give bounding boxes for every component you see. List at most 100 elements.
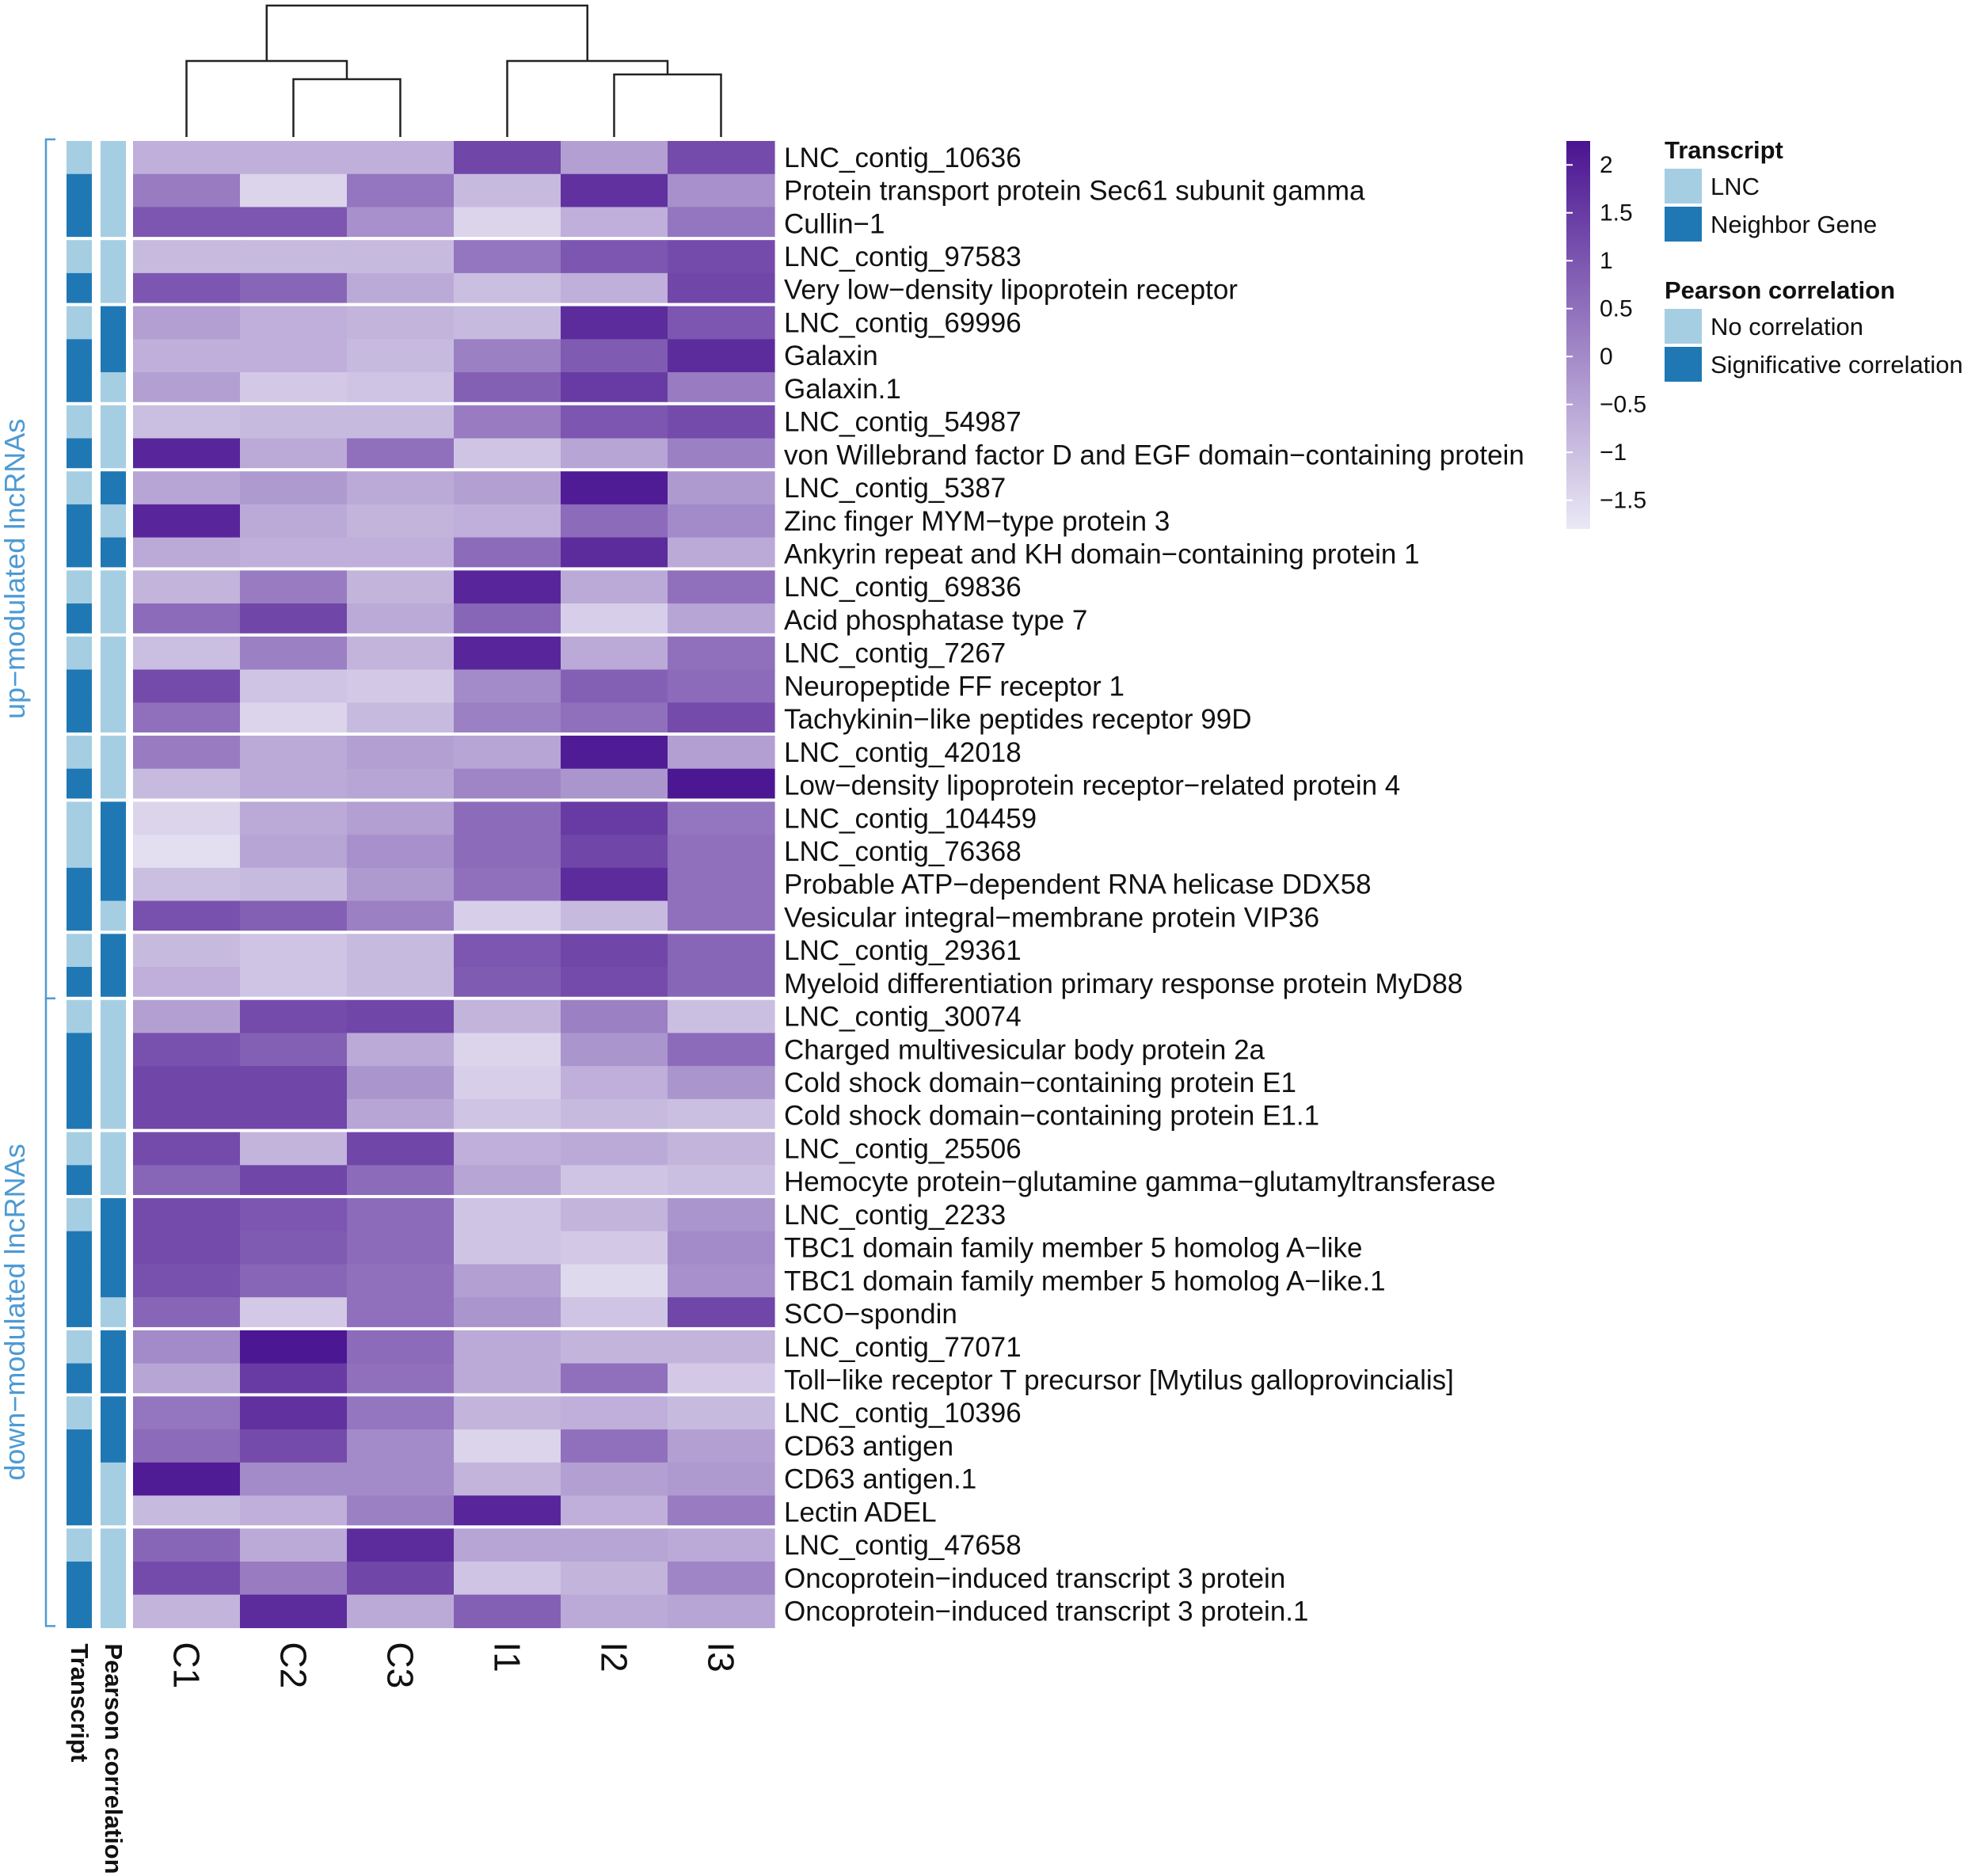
pearson-annotation-cell bbox=[101, 867, 126, 902]
heatmap-cell bbox=[561, 240, 668, 274]
heatmap-cell bbox=[668, 306, 775, 340]
row-label: Protein transport protein Sec61 subunit … bbox=[784, 176, 1365, 207]
pearson-annotation-cell bbox=[101, 735, 126, 770]
row-label: LNC_contig_76368 bbox=[784, 836, 1022, 867]
color-scale-tick-label: 1 bbox=[1600, 248, 1613, 274]
heatmap-cell bbox=[561, 900, 668, 931]
heatmap-cell bbox=[668, 636, 775, 671]
heatmap-cell bbox=[454, 636, 561, 671]
row-label: Cold shock domain−containing protein E1 bbox=[784, 1067, 1296, 1098]
heatmap-cell bbox=[561, 801, 668, 835]
heatmap-cell bbox=[454, 801, 561, 835]
heatmap-cell bbox=[454, 372, 561, 402]
heatmap-cell bbox=[561, 1495, 668, 1526]
heatmap-cell bbox=[133, 603, 241, 634]
row-label: CD63 antigen.1 bbox=[784, 1464, 976, 1495]
heatmap-cell bbox=[454, 306, 561, 340]
heatmap-cell bbox=[240, 967, 348, 997]
row-label: TBC1 domain family member 5 homolog A−li… bbox=[784, 1233, 1362, 1264]
heatmap-cell bbox=[454, 1594, 561, 1628]
row-label: LNC_contig_2233 bbox=[784, 1200, 1006, 1231]
dendrogram-branch bbox=[265, 4, 588, 61]
heatmap-cell bbox=[133, 1363, 241, 1394]
row-label: Zinc finger MYM−type protein 3 bbox=[784, 506, 1170, 537]
heatmap-cell bbox=[240, 570, 348, 604]
heatmap-cell bbox=[133, 967, 241, 997]
heatmap-cell bbox=[454, 768, 561, 799]
row-label: Probable ATP−dependent RNA helicase DDX5… bbox=[784, 870, 1372, 900]
heatmap-cell bbox=[240, 1165, 348, 1196]
transcript-annotation-cell bbox=[67, 1363, 92, 1394]
heatmap-cell bbox=[240, 1363, 348, 1394]
heatmap-cell bbox=[668, 1363, 775, 1394]
heatmap-cell bbox=[561, 1396, 668, 1430]
pearson-annotation-cell bbox=[101, 438, 126, 469]
row-label: LNC_contig_47658 bbox=[784, 1530, 1022, 1561]
pearson-annotation-cell bbox=[101, 1594, 126, 1628]
heatmap-cells bbox=[133, 141, 775, 1628]
heatmap-cell bbox=[347, 173, 455, 208]
heatmap-cell bbox=[454, 1363, 561, 1394]
heatmap-cell bbox=[561, 669, 668, 703]
legend-swatch bbox=[1665, 347, 1702, 382]
row-label: LNC_contig_10636 bbox=[784, 143, 1022, 173]
heatmap-cell bbox=[668, 1462, 775, 1497]
heatmap-cell bbox=[133, 934, 241, 968]
heatmap-cell bbox=[133, 1429, 241, 1463]
transcript-annotation-cell bbox=[67, 372, 92, 402]
transcript-annotation-cell bbox=[67, 306, 92, 340]
heatmap-cell bbox=[561, 934, 668, 968]
heatmap-cell bbox=[240, 504, 348, 538]
row-label: LNC_contig_69996 bbox=[784, 307, 1022, 338]
legend-swatch bbox=[1665, 309, 1702, 344]
heatmap-cell bbox=[668, 999, 775, 1034]
heatmap-cell bbox=[454, 1528, 561, 1562]
heatmap-cell bbox=[240, 1462, 348, 1497]
row-label: Tachykinin−like peptides receptor 99D bbox=[784, 704, 1251, 735]
heatmap-cell bbox=[240, 801, 348, 835]
group-bracket bbox=[44, 997, 55, 1627]
legend-title: Transcript bbox=[1665, 136, 1783, 164]
heatmap-cell bbox=[668, 801, 775, 835]
heatmap-cell bbox=[347, 801, 455, 835]
heatmap-cell bbox=[133, 1198, 241, 1232]
transcript-annotation-cell bbox=[67, 141, 92, 175]
heatmap-cell bbox=[347, 471, 455, 505]
color-scale-tick-label: −1.5 bbox=[1600, 488, 1646, 514]
heatmap-cell bbox=[668, 1528, 775, 1562]
heatmap-cell bbox=[561, 603, 668, 634]
pearson-annotation-cell bbox=[101, 537, 126, 568]
group-bracket bbox=[44, 138, 55, 999]
transcript-annotation-cell bbox=[67, 636, 92, 671]
heatmap-cell bbox=[133, 1297, 241, 1327]
transcript-annotation-cell bbox=[67, 1462, 92, 1497]
heatmap-cell bbox=[454, 1231, 561, 1265]
heatmap-cell bbox=[240, 1429, 348, 1463]
heatmap-cell bbox=[347, 1495, 455, 1526]
heatmap-cell bbox=[561, 1132, 668, 1166]
heatmap-cell bbox=[240, 900, 348, 931]
transcript-annotation-cell bbox=[67, 272, 92, 303]
row-label: LNC_contig_42018 bbox=[784, 737, 1022, 768]
annotation-column-label: Pearson correlation bbox=[100, 1643, 127, 1874]
heatmap-cell bbox=[561, 835, 668, 869]
heatmap-cell bbox=[668, 405, 775, 440]
heatmap-cell bbox=[347, 735, 455, 770]
heatmap-cell bbox=[240, 603, 348, 634]
heatmap-cell bbox=[347, 1098, 455, 1129]
row-label: Lectin ADEL bbox=[784, 1497, 937, 1528]
column-label: C1 bbox=[166, 1642, 207, 1688]
heatmap-cell bbox=[347, 1561, 455, 1596]
heatmap-cell bbox=[347, 636, 455, 671]
heatmap-cell bbox=[454, 967, 561, 997]
transcript-annotation-cell bbox=[67, 801, 92, 835]
heatmap-cell bbox=[454, 240, 561, 274]
column-label: I2 bbox=[594, 1642, 635, 1672]
heatmap-cell bbox=[240, 636, 348, 671]
heatmap-cell bbox=[347, 603, 455, 634]
heatmap-cell bbox=[668, 1330, 775, 1364]
color-scale-tick-label: 2 bbox=[1600, 152, 1613, 178]
heatmap-cell bbox=[240, 173, 348, 208]
row-label: LNC_contig_25506 bbox=[784, 1133, 1022, 1164]
transcript-annotation-cell bbox=[67, 768, 92, 799]
